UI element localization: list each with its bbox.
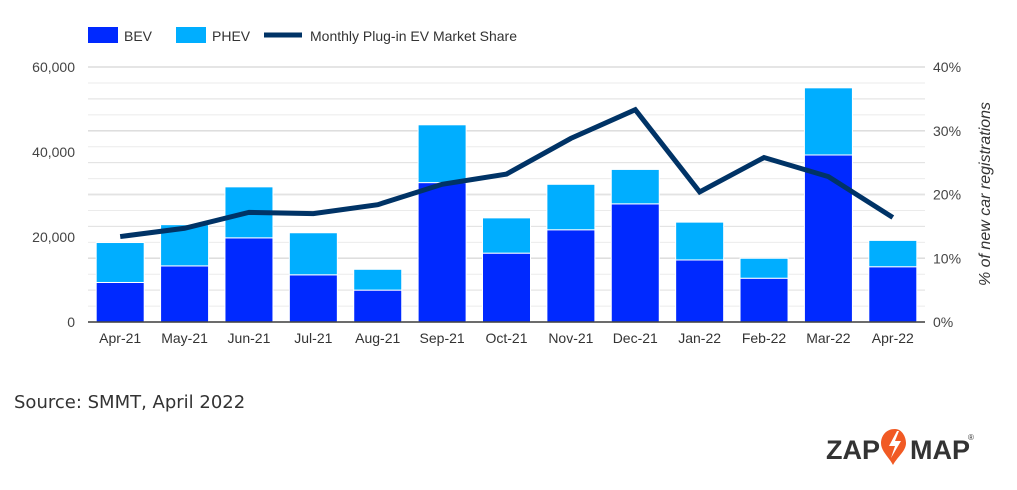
- bar-bev-Jul-21: [288, 274, 338, 323]
- x-tick-label: Sep-21: [420, 330, 465, 346]
- y-left-tick-label: 40,000: [32, 144, 75, 160]
- bar-bev-Apr-21: [95, 281, 145, 323]
- bar-bev-Jan-22: [675, 259, 725, 323]
- bar-bev-Aug-21: [353, 289, 403, 323]
- bar-phev-Apr-22: [868, 239, 918, 268]
- x-tick-label: May-21: [161, 330, 208, 346]
- bar-bev-May-21: [160, 265, 210, 323]
- x-tick-label: Apr-22: [872, 330, 914, 346]
- y-right-tick-label: 40%: [933, 59, 961, 75]
- x-tick-label: Jan-22: [678, 330, 721, 346]
- legend-swatch-bev: [88, 27, 118, 43]
- y-right-tick-label: 30%: [933, 123, 961, 139]
- chart: 0 20,000 40,000 60,000 0% 10% 20% 30% 40% % of ne…: [32, 27, 994, 346]
- x-tick-label: Mar-22: [806, 330, 851, 346]
- x-tick-label: Nov-21: [548, 330, 593, 346]
- y-right-axis-label: % of new car registrations: [977, 102, 994, 286]
- bar-bev-Sep-21: [417, 182, 467, 323]
- bar-phev-Oct-21: [482, 217, 531, 254]
- y-left-tick-label: 60,000: [32, 59, 75, 75]
- x-tick-label: Dec-21: [613, 330, 658, 346]
- axes: 0 20,000 40,000 60,000 0% 10% 20% 30% 40% % of ne…: [32, 59, 994, 346]
- bar-phev-Dec-21: [610, 168, 660, 205]
- bar-phev-Jan-22: [675, 221, 725, 261]
- y-right-tick-label: 20%: [933, 187, 961, 203]
- bar-phev-Feb-22: [739, 257, 789, 279]
- legend-label-phev: PHEV: [212, 28, 251, 44]
- legend-label-market-share: Monthly Plug-in EV Market Share: [310, 28, 517, 44]
- bar-bev-Mar-22: [803, 154, 853, 323]
- bar-bev-Dec-21: [610, 203, 660, 323]
- bar-bev-Nov-21: [546, 229, 596, 323]
- x-tick-label: Feb-22: [742, 330, 787, 346]
- legend-swatch-phev: [176, 27, 206, 43]
- bar-phev-Mar-22: [803, 87, 853, 156]
- y-right-tick-label: 10%: [933, 250, 961, 266]
- bar-phev-Aug-21: [353, 268, 403, 291]
- y-left-tick-label: 20,000: [32, 229, 75, 245]
- bar-bev-Jun-21: [224, 237, 274, 323]
- bar-phev-Nov-21: [546, 183, 596, 231]
- svg-text:®: ®: [968, 433, 974, 442]
- bar-phev-Sep-21: [417, 124, 467, 184]
- bar-phev-Jul-21: [288, 232, 338, 276]
- y-right-tick-label: 0%: [933, 314, 953, 330]
- x-tick-label: Jul-21: [294, 330, 332, 346]
- bars: [95, 87, 918, 323]
- bar-phev-Apr-21: [95, 242, 145, 283]
- bar-bev-Feb-22: [739, 277, 789, 323]
- bar-bev-Oct-21: [482, 252, 531, 323]
- y-left-tick-label: 0: [67, 314, 75, 330]
- x-tick-label: Apr-21: [99, 330, 141, 346]
- svg-text:MAP: MAP: [910, 435, 970, 465]
- bar-bev-Apr-22: [868, 266, 918, 323]
- legend-label-bev: BEV: [124, 28, 153, 44]
- x-tick-label: Jun-21: [228, 330, 271, 346]
- x-tick-label: Oct-21: [485, 330, 527, 346]
- svg-text:ZAP: ZAP: [826, 435, 880, 465]
- x-tick-label: Aug-21: [355, 330, 400, 346]
- legend: BEV PHEV Monthly Plug-in EV Market Share: [88, 27, 517, 44]
- market-share-line: [119, 106, 895, 240]
- zapmap-logo: ZAP MAP ®: [826, 425, 976, 475]
- source-note: Source: SMMT, April 2022: [14, 392, 246, 413]
